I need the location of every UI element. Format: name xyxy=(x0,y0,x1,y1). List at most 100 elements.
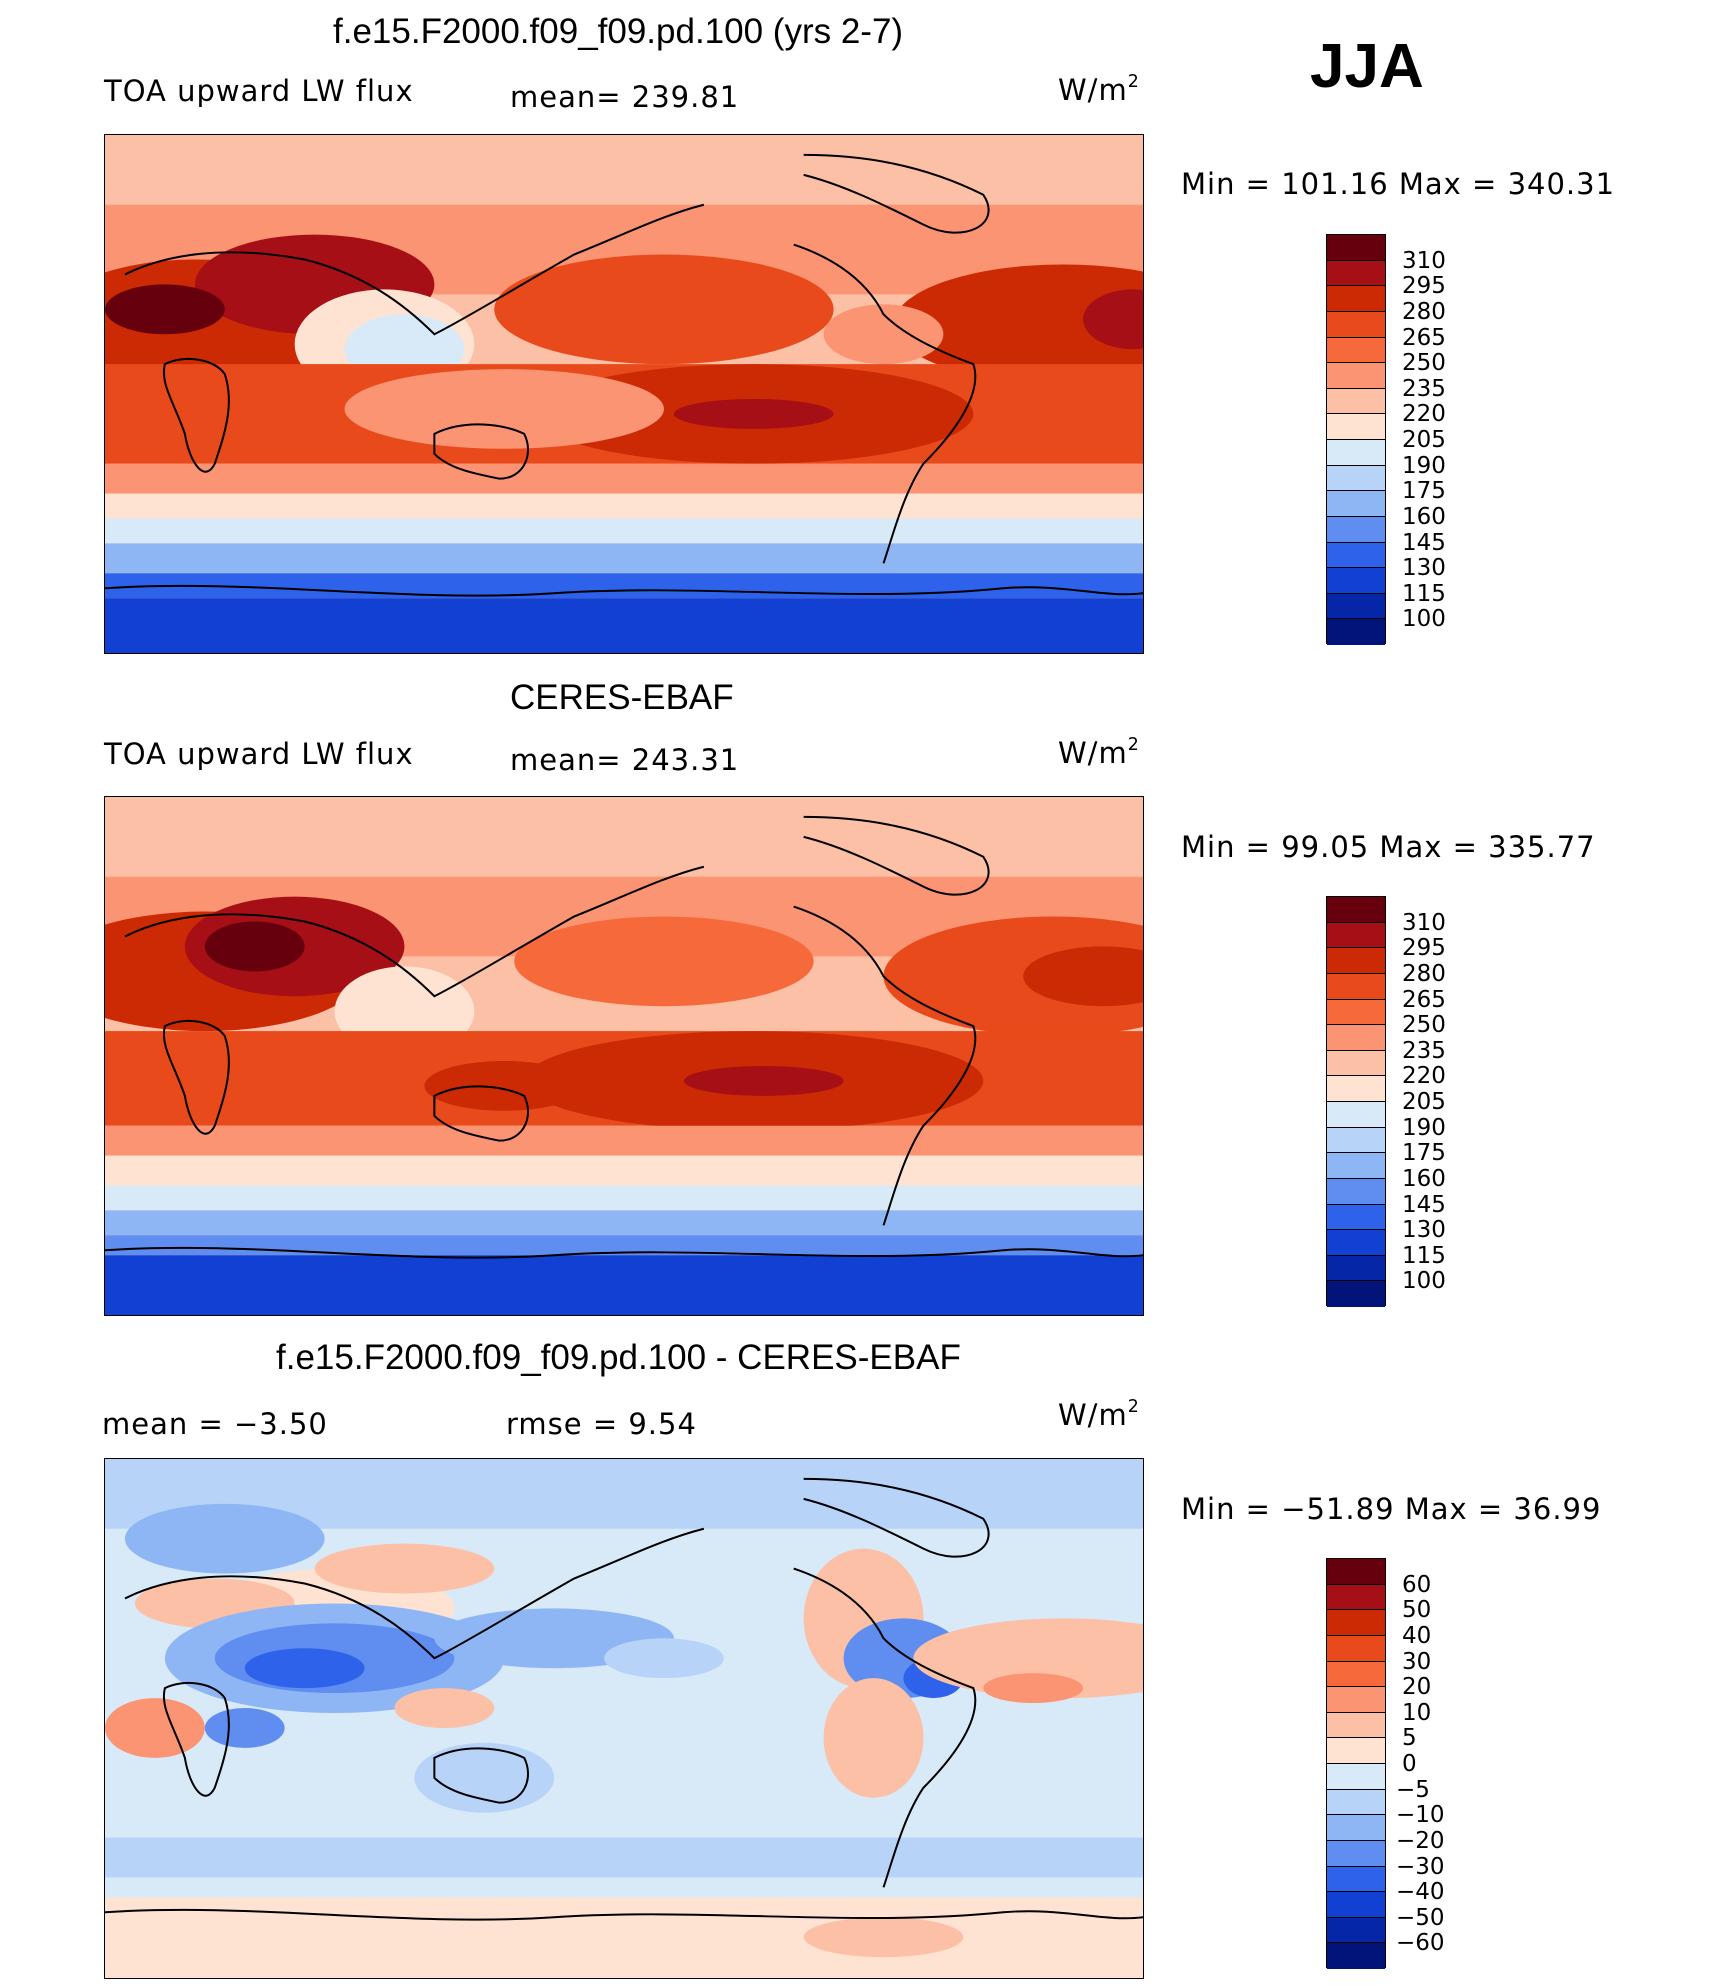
colorbar-tick-label: 220 xyxy=(1402,1063,1446,1090)
colorbar-swatch xyxy=(1327,337,1385,364)
colorbar-swatch xyxy=(1327,948,1385,974)
colorbar xyxy=(1326,896,1386,1307)
colorbar-tick-label: 115 xyxy=(1402,1242,1446,1269)
colorbar-swatch xyxy=(1327,1025,1385,1051)
colorbar-tick-label: 5 xyxy=(1402,1725,1417,1752)
colorbar-tick-label: 235 xyxy=(1402,1037,1446,1064)
colorbar-swatch xyxy=(1327,1610,1385,1636)
colorbar-tick-label: −5 xyxy=(1396,1776,1430,1803)
colorbar-swatch xyxy=(1327,1127,1385,1154)
colorbar-tick-label: 20 xyxy=(1402,1674,1432,1701)
colorbar-tick-label: 190 xyxy=(1402,1114,1446,1141)
colorbar-swatch xyxy=(1327,897,1385,923)
colorbar-swatch xyxy=(1327,1866,1385,1893)
rmse-stat: rmse = 9.54 xyxy=(506,1407,697,1441)
colorbar-swatch xyxy=(1327,593,1385,620)
season-label: JJA xyxy=(1310,32,1424,101)
colorbar-swatch xyxy=(1327,363,1385,389)
colorbar-tick-label: −10 xyxy=(1396,1802,1445,1829)
colorbar-tick-label: 130 xyxy=(1402,1217,1446,1244)
colorbar-swatch xyxy=(1327,568,1385,594)
colorbar-tick-label: 60 xyxy=(1402,1571,1432,1598)
observed-flux-map xyxy=(105,797,1143,1315)
colorbar-tick-label: 220 xyxy=(1402,401,1446,428)
colorbar-tick-label: 310 xyxy=(1402,247,1446,274)
field-label: TOA upward LW flux xyxy=(104,74,414,108)
colorbar-swatch xyxy=(1327,973,1385,1000)
units-label: W/m2 xyxy=(1058,735,1140,771)
colorbar-tick-label: −50 xyxy=(1396,1904,1445,1931)
units-label: W/m2 xyxy=(1058,72,1140,108)
colorbar-swatch xyxy=(1327,999,1385,1026)
colorbar-tick-label: 10 xyxy=(1402,1699,1432,1726)
colorbar-swatch xyxy=(1327,619,1385,645)
colorbar-swatch xyxy=(1327,1281,1385,1307)
colorbar-tick-label: 205 xyxy=(1402,427,1446,453)
colorbar-swatch xyxy=(1327,1178,1385,1205)
colorbar-swatch xyxy=(1327,465,1385,492)
colorbar-tick-label: 100 xyxy=(1402,1268,1446,1295)
panel-title: f.e15.F2000.f09_f09.pd.100 (yrs 2-7) xyxy=(333,12,904,51)
field-label: TOA upward LW flux xyxy=(104,737,414,771)
colorbar-tick-label: 265 xyxy=(1402,324,1446,351)
colorbar-tick-label: 145 xyxy=(1402,529,1446,556)
colorbar-tick-label: 160 xyxy=(1402,1165,1446,1192)
panel-title: f.e15.F2000.f09_f09.pd.100 - CERES-EBAF xyxy=(276,1338,961,1377)
mean-stat: mean= 243.31 xyxy=(510,743,740,777)
colorbar-tick-label: 130 xyxy=(1402,555,1446,582)
colorbar-swatch xyxy=(1327,1840,1385,1867)
colorbar-tick-label: 310 xyxy=(1402,909,1446,936)
colorbar-tick-label: −60 xyxy=(1396,1930,1445,1957)
colorbar-swatch xyxy=(1327,1204,1385,1231)
colorbar xyxy=(1326,234,1386,645)
colorbar-tick-label: 115 xyxy=(1402,580,1446,607)
colorbar-tick-label: 0 xyxy=(1402,1751,1417,1777)
colorbar-tick-label: 280 xyxy=(1402,960,1446,987)
map-panel xyxy=(104,796,1144,1316)
colorbar-swatch xyxy=(1327,1687,1385,1713)
colorbar-tick-label: 295 xyxy=(1402,935,1446,962)
colorbar-tick-label: 30 xyxy=(1402,1648,1432,1675)
colorbar-swatch xyxy=(1327,1892,1385,1918)
colorbar-tick-label: 235 xyxy=(1402,375,1446,402)
colorbar-swatch xyxy=(1327,1076,1385,1102)
colorbar-swatch xyxy=(1327,1584,1385,1611)
colorbar-swatch xyxy=(1327,1102,1385,1128)
colorbar-tick-label: 250 xyxy=(1402,1012,1446,1039)
colorbar-swatch xyxy=(1327,1255,1385,1282)
colorbar-swatch xyxy=(1327,516,1385,543)
colorbar-tick-label: −30 xyxy=(1396,1853,1445,1880)
minmax-label: Min = 99.05 Max = 335.77 xyxy=(1181,830,1596,864)
colorbar-swatch xyxy=(1327,1661,1385,1688)
colorbar-tick-label: 280 xyxy=(1402,298,1446,325)
minmax-label: Min = 101.16 Max = 340.31 xyxy=(1181,167,1616,201)
colorbar-swatch xyxy=(1327,414,1385,440)
difference-flux-map xyxy=(105,1459,1143,1978)
colorbar-swatch xyxy=(1327,1559,1385,1585)
colorbar-tick-label: −20 xyxy=(1396,1827,1445,1854)
colorbar-swatch xyxy=(1327,311,1385,338)
colorbar-swatch xyxy=(1327,1712,1385,1739)
colorbar-swatch xyxy=(1327,1153,1385,1179)
colorbar-swatch xyxy=(1327,260,1385,287)
colorbar-swatch xyxy=(1327,1815,1385,1841)
colorbar-swatch xyxy=(1327,1050,1385,1077)
colorbar-swatch xyxy=(1327,1635,1385,1662)
colorbar-tick-label: 175 xyxy=(1402,1140,1446,1167)
colorbar-swatch xyxy=(1327,1943,1385,1969)
colorbar-swatch xyxy=(1327,1230,1385,1256)
mean-stat: mean = −3.50 xyxy=(102,1407,328,1441)
colorbar-tick-label: 40 xyxy=(1402,1622,1432,1649)
colorbar-tick-label: −40 xyxy=(1396,1879,1445,1906)
colorbar-tick-label: 190 xyxy=(1402,452,1446,479)
colorbar-swatch xyxy=(1327,1738,1385,1764)
colorbar-tick-label: 250 xyxy=(1402,350,1446,377)
colorbar-swatch xyxy=(1327,235,1385,261)
colorbar-swatch xyxy=(1327,491,1385,517)
colorbar-tick-label: 295 xyxy=(1402,273,1446,300)
colorbar-tick-label: 50 xyxy=(1402,1597,1432,1624)
colorbar-swatch xyxy=(1327,1789,1385,1816)
minmax-label: Min = −51.89 Max = 36.99 xyxy=(1181,1492,1602,1526)
colorbar-swatch xyxy=(1327,542,1385,569)
colorbar-swatch xyxy=(1327,1764,1385,1790)
